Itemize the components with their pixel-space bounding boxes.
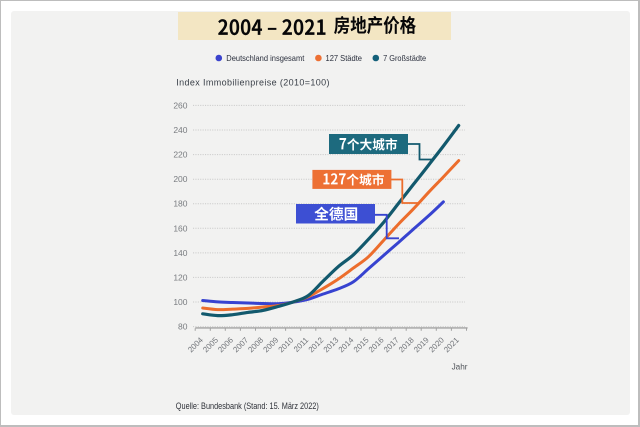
svg-text:2016: 2016 (367, 335, 386, 354)
svg-text:180: 180 (173, 199, 187, 209)
svg-text:2015: 2015 (352, 335, 371, 354)
svg-text:120: 120 (173, 272, 187, 282)
svg-text:2020: 2020 (427, 335, 446, 354)
svg-text:2008: 2008 (246, 335, 265, 354)
svg-text:100: 100 (173, 297, 187, 307)
svg-text:2004: 2004 (186, 335, 205, 354)
svg-text:2006: 2006 (216, 335, 235, 354)
svg-text:240: 240 (173, 125, 187, 135)
svg-text:80: 80 (178, 322, 188, 332)
svg-text:2014: 2014 (337, 335, 356, 354)
svg-text:160: 160 (173, 223, 187, 233)
svg-text:2013: 2013 (322, 335, 341, 354)
svg-text:2021: 2021 (442, 336, 461, 355)
svg-text:140: 140 (173, 248, 187, 258)
svg-text:220: 220 (173, 150, 187, 160)
svg-text:Quelle: Bundesbank (Stand: 15.: Quelle: Bundesbank (Stand: 15. März 2022… (176, 401, 319, 411)
svg-text:2010: 2010 (277, 335, 296, 354)
svg-text:2007: 2007 (231, 336, 250, 355)
svg-text:2017: 2017 (382, 336, 401, 355)
svg-text:2012: 2012 (307, 336, 326, 355)
svg-text:2019: 2019 (412, 335, 431, 354)
svg-text:Jahr: Jahr (452, 363, 468, 372)
svg-text:Deutschland insgesamt: Deutschland insgesamt (226, 53, 305, 63)
svg-text:2009: 2009 (261, 335, 280, 354)
svg-text:2018: 2018 (397, 335, 416, 354)
svg-text:Index Immobilienpreise (2010=1: Index Immobilienpreise (2010=100) (176, 78, 329, 88)
svg-text:2005: 2005 (201, 335, 220, 354)
svg-text:260: 260 (173, 100, 187, 110)
svg-text:200: 200 (173, 174, 187, 184)
svg-text:7 Großstädte: 7 Großstädte (383, 53, 426, 63)
svg-text:127 Städte: 127 Städte (326, 53, 363, 63)
svg-text:2011: 2011 (292, 336, 310, 354)
